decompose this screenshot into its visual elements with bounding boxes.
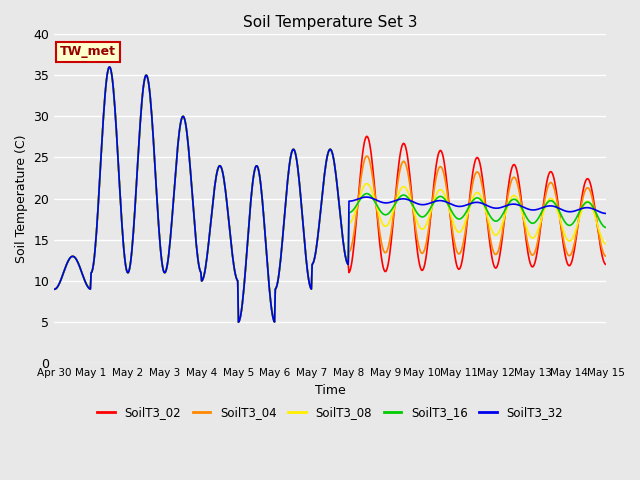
Legend: SoilT3_02, SoilT3_04, SoilT3_08, SoilT3_16, SoilT3_32: SoilT3_02, SoilT3_04, SoilT3_08, SoilT3_… [92,401,568,423]
X-axis label: Time: Time [315,384,346,397]
Y-axis label: Soil Temperature (C): Soil Temperature (C) [15,134,28,263]
Title: Soil Temperature Set 3: Soil Temperature Set 3 [243,15,417,30]
Text: TW_met: TW_met [60,45,116,59]
